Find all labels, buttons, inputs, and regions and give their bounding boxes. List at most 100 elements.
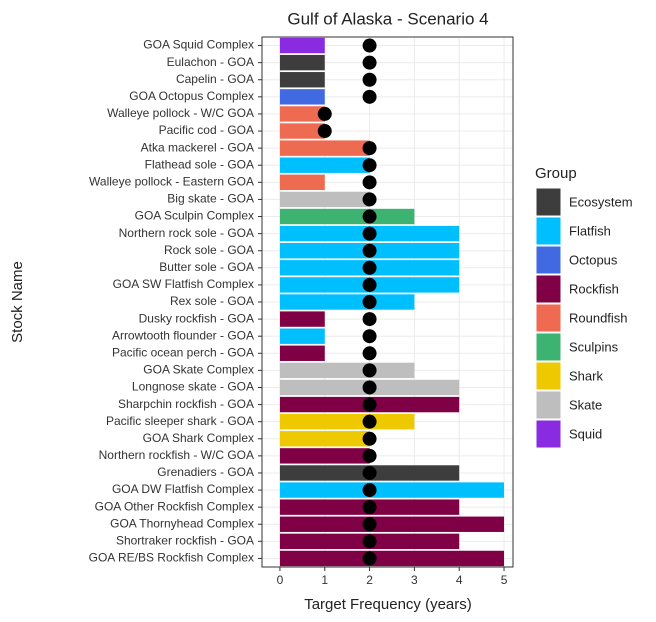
legend-swatch [535, 332, 562, 362]
point [317, 124, 332, 139]
legend-title: Group [535, 165, 577, 182]
y-tick-label: GOA Other Rockfish Complex [95, 499, 254, 513]
bar [279, 208, 415, 225]
legend-swatch [535, 274, 562, 304]
bar [279, 431, 370, 447]
y-tick-label: GOA Squid Complex [143, 38, 254, 52]
y-tick-label: Rex sole - GOA [170, 294, 254, 308]
bar [279, 174, 325, 191]
y-tick-label: Butter sole - GOA [159, 260, 254, 274]
y-tick-label: Northern rock sole - GOA [119, 226, 254, 240]
y-tick-label: Pacific ocean perch - GOA [112, 345, 254, 359]
y-axis-label: Stock Name [9, 261, 26, 343]
bar [279, 123, 325, 139]
legend-swatch [535, 419, 562, 449]
legend-label: Rockfish [569, 281, 619, 296]
bar [279, 345, 325, 361]
point [362, 465, 377, 480]
point [362, 329, 377, 344]
point [362, 226, 377, 241]
x-axis-label: Target Frequency (years) [304, 596, 472, 613]
y-tick-label: GOA SW Flatfish Complex [113, 277, 254, 291]
point [362, 158, 377, 173]
point [362, 295, 377, 309]
bar [279, 72, 325, 88]
point [362, 380, 377, 395]
point [362, 500, 377, 515]
legend-swatch [535, 187, 562, 217]
legend-swatch [535, 390, 562, 420]
point [362, 448, 377, 463]
point [362, 55, 377, 70]
y-tick-label: Rock sole - GOA [164, 243, 254, 257]
bar [279, 191, 370, 208]
y-tick-label: Walleye pollock - Eastern GOA [89, 174, 254, 188]
legend-label: Roundfish [569, 310, 628, 325]
x-tick-label: 2 [366, 573, 373, 587]
y-tick-label: Capelin - GOA [176, 72, 254, 86]
legend-label: Skate [569, 397, 602, 412]
y-tick-label: GOA Skate Complex [143, 363, 254, 377]
x-tick-label: 4 [456, 573, 463, 587]
point [362, 277, 377, 292]
legend-label: Sculpins [569, 339, 619, 354]
legend-swatch [535, 303, 562, 333]
chart-title: Gulf of Alaska - Scenario 4 [287, 9, 488, 28]
point [362, 431, 377, 446]
legend-swatch [535, 361, 562, 391]
y-tick-label: GOA Octopus Complex [129, 89, 254, 103]
legend-label: Shark [569, 368, 603, 383]
legend-label: Squid [569, 426, 602, 441]
point [362, 414, 377, 429]
point [362, 209, 377, 224]
point [362, 175, 377, 190]
y-tick-label: Grenadiers - GOA [157, 465, 254, 479]
x-tick-label: 5 [501, 573, 508, 587]
legend-label: Ecosystem [569, 194, 633, 209]
point [362, 260, 377, 275]
y-tick-label: Pacific sleeper shark - GOA [106, 414, 254, 428]
y-tick-label: Shortraker rockfish - GOA [116, 534, 254, 548]
point [362, 483, 377, 498]
point [362, 38, 377, 53]
bar [279, 311, 325, 327]
legend-label: Octopus [569, 252, 618, 267]
bar [279, 54, 325, 71]
point [362, 346, 377, 361]
y-tick-label: Big skate - GOA [167, 192, 254, 206]
bar [279, 413, 415, 430]
point [362, 243, 377, 258]
bar [279, 294, 415, 310]
bar [279, 550, 505, 567]
point [362, 517, 377, 532]
point [362, 141, 377, 156]
bar [279, 89, 325, 105]
point [362, 534, 377, 549]
legend-swatch [535, 216, 562, 246]
point [362, 551, 377, 566]
point [362, 312, 377, 327]
y-tick-label: Walleye pollock - W/C GOA [107, 106, 254, 120]
y-tick-label: Pacific cod - GOA [159, 123, 254, 137]
x-tick-label: 0 [277, 573, 284, 587]
y-tick-label: Dusky rockfish - GOA [139, 311, 254, 325]
bar [279, 37, 325, 54]
y-tick-label: Atka mackerel - GOA [141, 140, 254, 154]
point [362, 192, 377, 207]
legend-swatch [535, 245, 562, 275]
y-tick-label: GOA RE/BS Rockfish Complex [89, 551, 254, 565]
y-tick-label: Sharpchin rockfish - GOA [118, 397, 254, 411]
plot-border [261, 36, 514, 568]
x-tick-label: 3 [411, 573, 418, 587]
y-tick-label: Longnose skate - GOA [132, 380, 254, 394]
point [362, 363, 377, 378]
point [362, 397, 377, 412]
bar [279, 328, 325, 344]
legend-label: Flatfish [569, 223, 611, 238]
bar [279, 362, 415, 379]
y-tick-label: Eulachon - GOA [167, 55, 254, 69]
bar [279, 140, 370, 156]
y-tick-label: GOA Sculpin Complex [135, 209, 254, 223]
point [317, 106, 332, 121]
